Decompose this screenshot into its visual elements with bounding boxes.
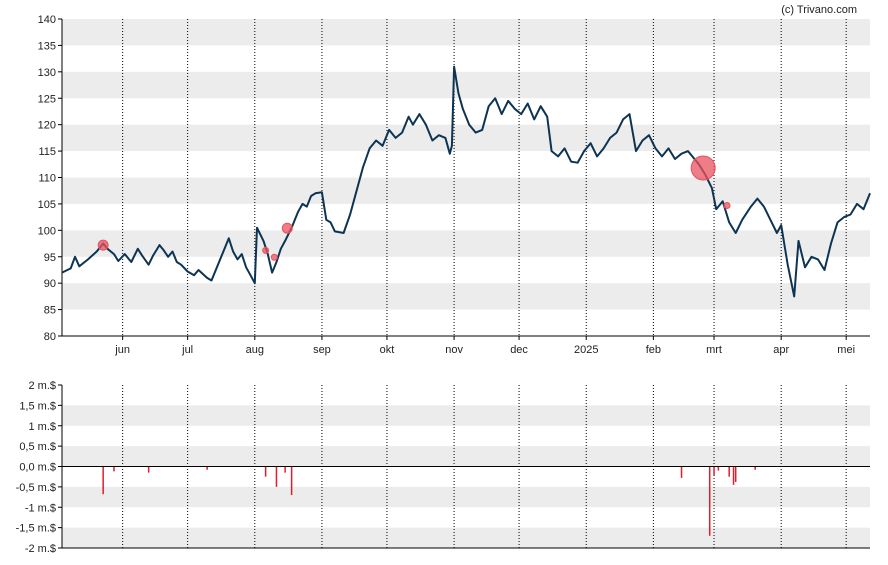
- volume-bar: [713, 466, 715, 476]
- y-tick-label: 95: [44, 252, 56, 264]
- trade-marker: [270, 253, 278, 261]
- volume-bar: [206, 466, 208, 470]
- volume-band: [62, 486, 870, 508]
- trade-marker: [281, 222, 293, 234]
- volume-bar: [275, 466, 278, 487]
- price-band: [62, 283, 870, 310]
- y-tick-label: 140: [38, 14, 56, 26]
- volume-bars: [102, 466, 756, 536]
- volume-y-tick-label: 2 m.$: [28, 380, 56, 392]
- volume-y-tick-label: -0,5 m.$: [16, 482, 56, 494]
- volume-bar: [102, 466, 104, 495]
- price-line-group: [61, 65, 871, 298]
- y-tick-label: 110: [38, 173, 56, 185]
- price-bands: [62, 19, 870, 310]
- volume-y-tick-label: -2 m.$: [25, 543, 56, 555]
- volume-bar: [754, 466, 756, 470]
- y-tick-label: 90: [44, 278, 56, 290]
- volume-y-tick-label: 0,5 m.$: [19, 441, 56, 453]
- volume-bar: [147, 466, 150, 473]
- volume-bar: [284, 466, 286, 473]
- trade-marker: [723, 202, 731, 210]
- x-tick-label: feb: [646, 344, 661, 356]
- x-tick-label: aug: [246, 344, 264, 356]
- x-tick-label: sep: [313, 344, 331, 356]
- volume-bands: [62, 405, 870, 548]
- volume-band: [62, 527, 870, 548]
- volume-bar: [734, 466, 737, 482]
- x-tick-label: mei: [837, 344, 855, 356]
- x-tick-label: dec: [510, 344, 528, 356]
- y-tick-label: 80: [44, 331, 56, 343]
- y-tick-label: 120: [38, 120, 56, 132]
- price-band: [62, 124, 870, 152]
- x-tick-label: 2025: [574, 344, 598, 356]
- price-series-line: [61, 65, 871, 298]
- trade-marker: [690, 155, 716, 181]
- price-markers: [97, 155, 731, 261]
- x-tick-label: okt: [380, 344, 395, 356]
- x-tick-label: jun: [114, 344, 130, 356]
- price-band: [62, 177, 870, 204]
- volume-y-tick-label: 0,0 m.$: [19, 462, 56, 474]
- y-tick-label: 85: [44, 305, 56, 317]
- volume-bar: [290, 466, 293, 496]
- volume-band: [62, 446, 870, 467]
- volume-y-tick-label: 1 m.$: [28, 421, 56, 433]
- x-tick-label: apr: [773, 344, 789, 356]
- price-band: [62, 230, 870, 257]
- y-tick-label: 105: [38, 199, 56, 211]
- price-band: [62, 71, 870, 99]
- volume-bar: [732, 466, 735, 485]
- y-tick-label: 100: [38, 225, 56, 237]
- x-tick-label: jul: [181, 344, 193, 356]
- x-tick-label: nov: [445, 344, 463, 356]
- price-axis: jun jul aug sep okt nov dec 2025 feb mrt apr mei 80 8…: [38, 14, 870, 356]
- trade-marker: [97, 239, 109, 251]
- y-tick-label: 115: [38, 146, 56, 158]
- trade-marker: [262, 246, 270, 254]
- volume-bar: [717, 466, 720, 471]
- volume-bar: [680, 466, 683, 478]
- volume-band: [62, 405, 870, 426]
- y-tick-label: 135: [38, 40, 56, 52]
- y-tick-label: 125: [38, 93, 56, 105]
- volume-bar: [728, 466, 730, 477]
- x-tick-label: mrt: [706, 344, 722, 356]
- price-band: [62, 19, 870, 46]
- volume-y-tick-label: -1,5 m.$: [16, 523, 56, 535]
- volume-y-tick-label: -1 m.$: [25, 502, 56, 514]
- volume-bar: [708, 466, 711, 536]
- volume-axis: 2 m.$ 1,5 m.$ 1 m.$ 0,5 m.$ 0,0 m.$ -0,5 m.$ -…: [16, 380, 870, 555]
- copyright-label: (c) Trivano.com: [781, 4, 857, 16]
- volume-y-tick-label: 1,5 m.$: [19, 400, 56, 412]
- volume-bar: [113, 466, 115, 472]
- volume-bar: [264, 466, 267, 477]
- y-tick-label: 130: [38, 67, 56, 79]
